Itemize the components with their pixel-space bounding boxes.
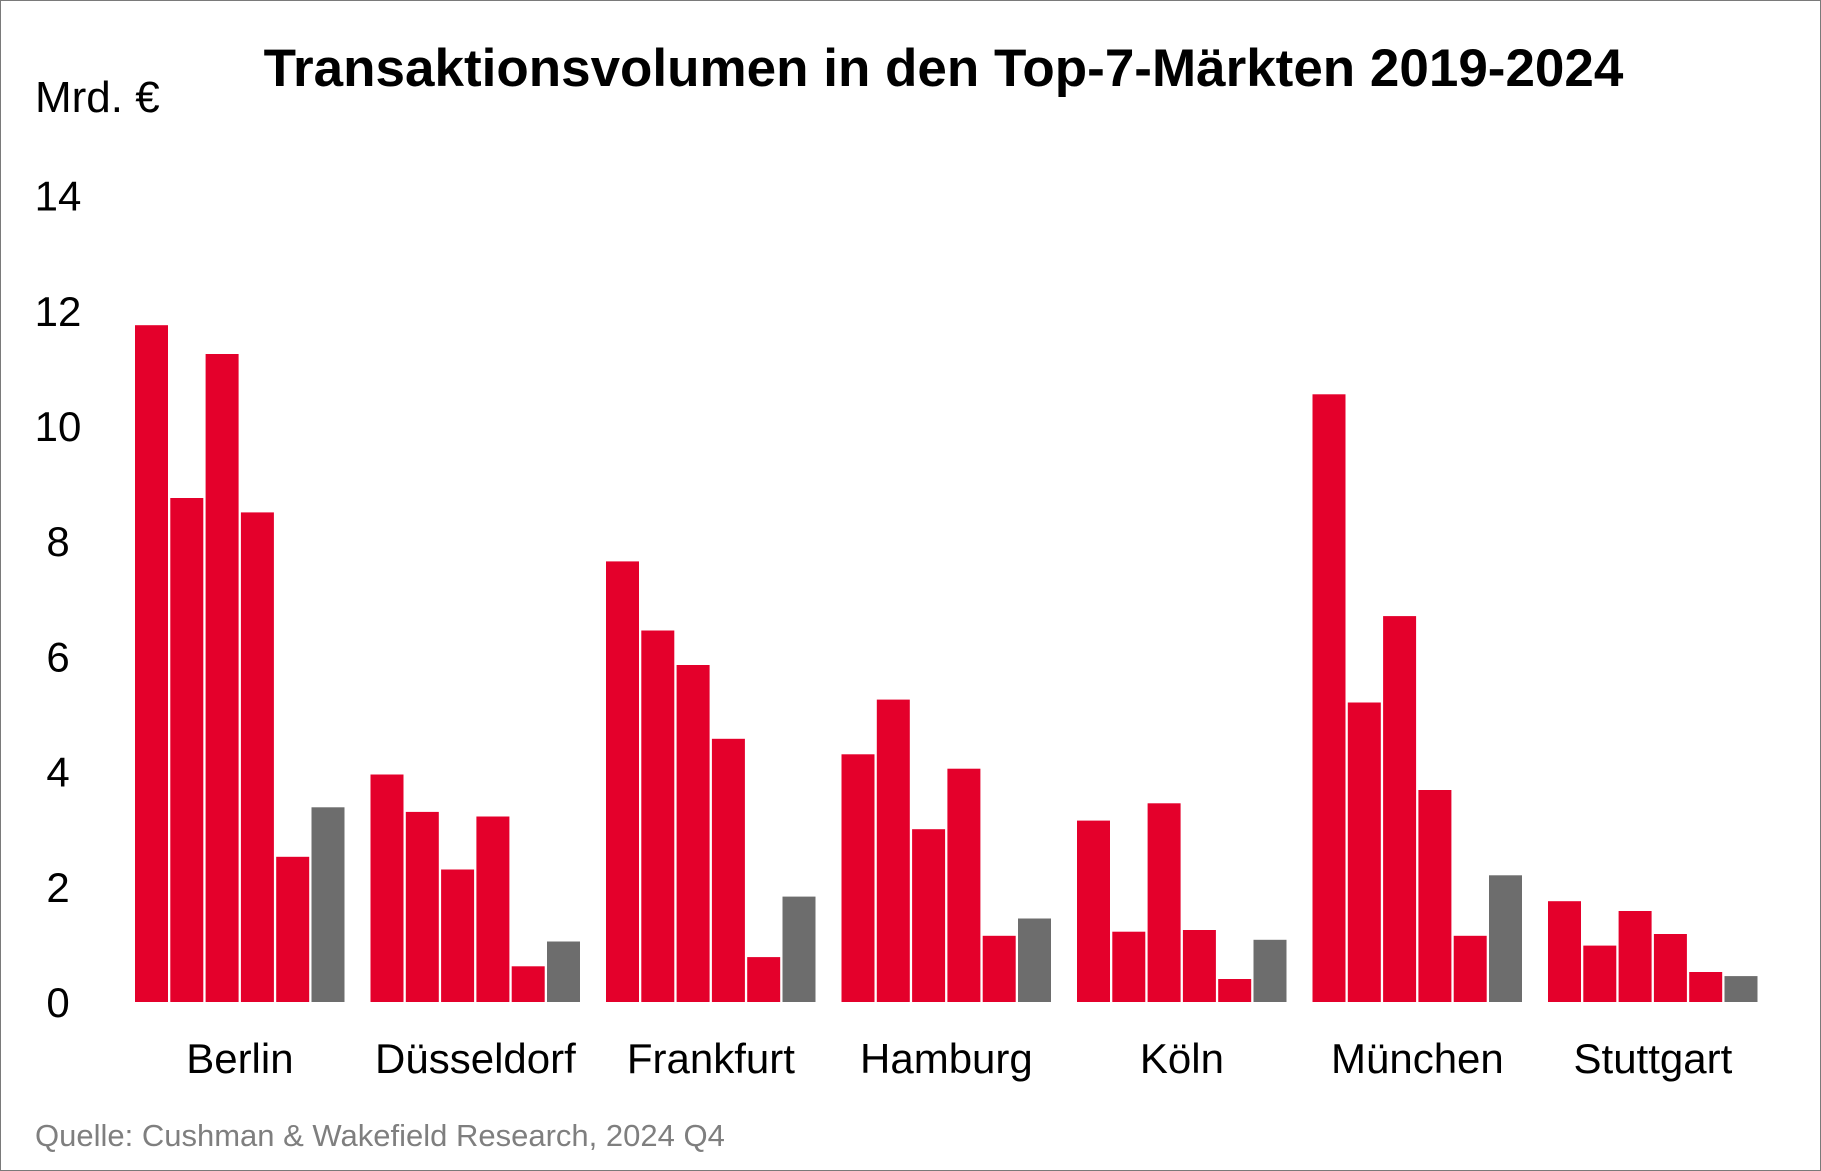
bar-berlin-2023 bbox=[276, 856, 310, 1002]
bar-frankfurt-2021 bbox=[676, 665, 710, 1002]
bar-frankfurt-2024 bbox=[782, 896, 816, 1002]
y-tick-label: 12 bbox=[35, 288, 82, 335]
y-tick-label: 0 bbox=[46, 979, 69, 1026]
y-axis: 0 2 4 6 8 10 12 14 bbox=[35, 173, 82, 1026]
bar-köln-2019 bbox=[1077, 820, 1110, 1002]
x-tick-label: München bbox=[1331, 1035, 1504, 1082]
bar-hamburg-2022 bbox=[947, 768, 981, 1002]
x-tick-label: Stuttgart bbox=[1574, 1035, 1733, 1082]
bar-düsseldorf-2022 bbox=[476, 816, 510, 1002]
bar-köln-2020 bbox=[1112, 931, 1146, 1002]
bar-münchen-2022 bbox=[1418, 790, 1452, 1002]
bar-köln-2024 bbox=[1253, 939, 1287, 1002]
x-axis: Berlin Düsseldorf Frankfurt Hamburg Köln Münc… bbox=[186, 1035, 1732, 1082]
x-tick-label: Köln bbox=[1140, 1035, 1224, 1082]
bar-düsseldorf-2023 bbox=[511, 966, 545, 1002]
y-tick-label: 10 bbox=[35, 403, 82, 450]
bar-stuttgart-2022 bbox=[1653, 934, 1687, 1002]
bar-münchen-2019 bbox=[1312, 394, 1346, 1002]
y-tick-label: 6 bbox=[46, 633, 69, 680]
bar-hamburg-2021 bbox=[912, 829, 946, 1002]
bar-stuttgart-2020 bbox=[1583, 945, 1617, 1002]
bar-münchen-2024 bbox=[1489, 875, 1522, 1002]
bar-köln-2022 bbox=[1182, 930, 1216, 1002]
bar-köln-2021 bbox=[1147, 803, 1181, 1002]
bar-düsseldorf-2019 bbox=[370, 774, 404, 1002]
bar-düsseldorf-2024 bbox=[547, 941, 580, 1002]
bar-berlin-2020 bbox=[170, 498, 204, 1002]
chart-title: Transaktionsvolumen in den Top-7-Märkten… bbox=[0, 38, 1821, 100]
bar-münchen-2021 bbox=[1383, 616, 1417, 1002]
bar-berlin-2021 bbox=[205, 354, 239, 1002]
x-tick-label: Frankfurt bbox=[627, 1035, 795, 1082]
x-tick-label: Düsseldorf bbox=[375, 1035, 576, 1082]
source-note: Quelle: Cushman & Wakefield Research, 20… bbox=[35, 1118, 725, 1153]
y-tick-label: 2 bbox=[46, 864, 69, 911]
y-tick-label: 4 bbox=[46, 749, 69, 796]
bar-münchen-2020 bbox=[1347, 702, 1381, 1002]
bar-hamburg-2019 bbox=[841, 754, 875, 1002]
bar-frankfurt-2019 bbox=[606, 561, 639, 1002]
bar-frankfurt-2023 bbox=[747, 957, 781, 1002]
bar-münchen-2023 bbox=[1453, 935, 1487, 1002]
x-tick-label: Berlin bbox=[186, 1035, 293, 1082]
chart-title-text: Transaktionsvolumen in den Top-7-Märkten… bbox=[263, 39, 1624, 98]
bar-köln-2023 bbox=[1218, 979, 1252, 1002]
bar-stuttgart-2019 bbox=[1548, 901, 1581, 1002]
bar-stuttgart-2024 bbox=[1724, 976, 1758, 1002]
bar-berlin-2019 bbox=[135, 325, 168, 1002]
bar-stuttgart-2021 bbox=[1618, 911, 1652, 1002]
bar-frankfurt-2020 bbox=[641, 630, 675, 1002]
bars bbox=[135, 325, 1758, 1002]
y-axis-unit-label: Mrd. € bbox=[35, 73, 160, 122]
y-tick-label: 14 bbox=[35, 173, 82, 220]
bar-hamburg-2023 bbox=[982, 935, 1016, 1002]
bar-düsseldorf-2020 bbox=[405, 811, 439, 1002]
bar-frankfurt-2022 bbox=[711, 738, 745, 1002]
y-tick-label: 8 bbox=[46, 518, 69, 565]
bar-hamburg-2020 bbox=[876, 699, 910, 1002]
bar-berlin-2024 bbox=[311, 807, 345, 1002]
bar-berlin-2022 bbox=[240, 512, 274, 1002]
bar-düsseldorf-2021 bbox=[441, 869, 475, 1002]
bar-stuttgart-2023 bbox=[1689, 972, 1723, 1002]
bar-hamburg-2024 bbox=[1018, 918, 1051, 1002]
x-tick-label: Hamburg bbox=[860, 1035, 1033, 1082]
